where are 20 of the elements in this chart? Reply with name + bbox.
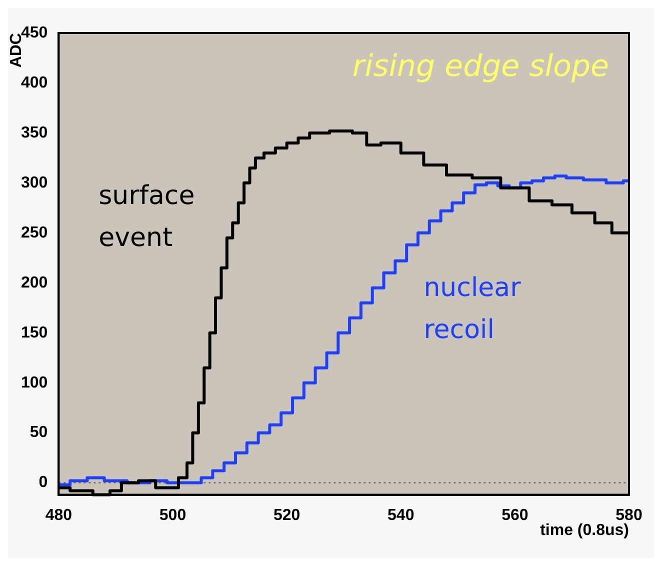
y-tick-label: 300 xyxy=(20,174,48,192)
series-label: surface event xyxy=(98,180,195,253)
x-tick-label: 580 xyxy=(616,506,642,524)
y-tick-label: 150 xyxy=(20,324,48,342)
x-tick-label: 500 xyxy=(159,506,186,524)
y-tick-label: 350 xyxy=(20,124,48,142)
x-tick-label: 480 xyxy=(45,506,72,524)
series-label: nuclear recoil xyxy=(424,273,522,346)
y-tick-label: 50 xyxy=(30,424,48,442)
x-tick-label: 520 xyxy=(273,506,300,524)
x-tick-label: 540 xyxy=(388,506,414,524)
y-tick-label: 250 xyxy=(20,224,48,242)
x-tick-label: 560 xyxy=(502,506,528,524)
y-tick-label: 450 xyxy=(20,24,48,42)
y-tick-label: 0 xyxy=(38,474,48,492)
y-tick-label: 100 xyxy=(20,374,48,392)
text: rising edge slope xyxy=(352,48,609,84)
y-tick-label: 400 xyxy=(20,74,48,92)
x-axis-title: time (0.8us) xyxy=(540,522,629,540)
y-tick-label: 200 xyxy=(20,274,48,292)
